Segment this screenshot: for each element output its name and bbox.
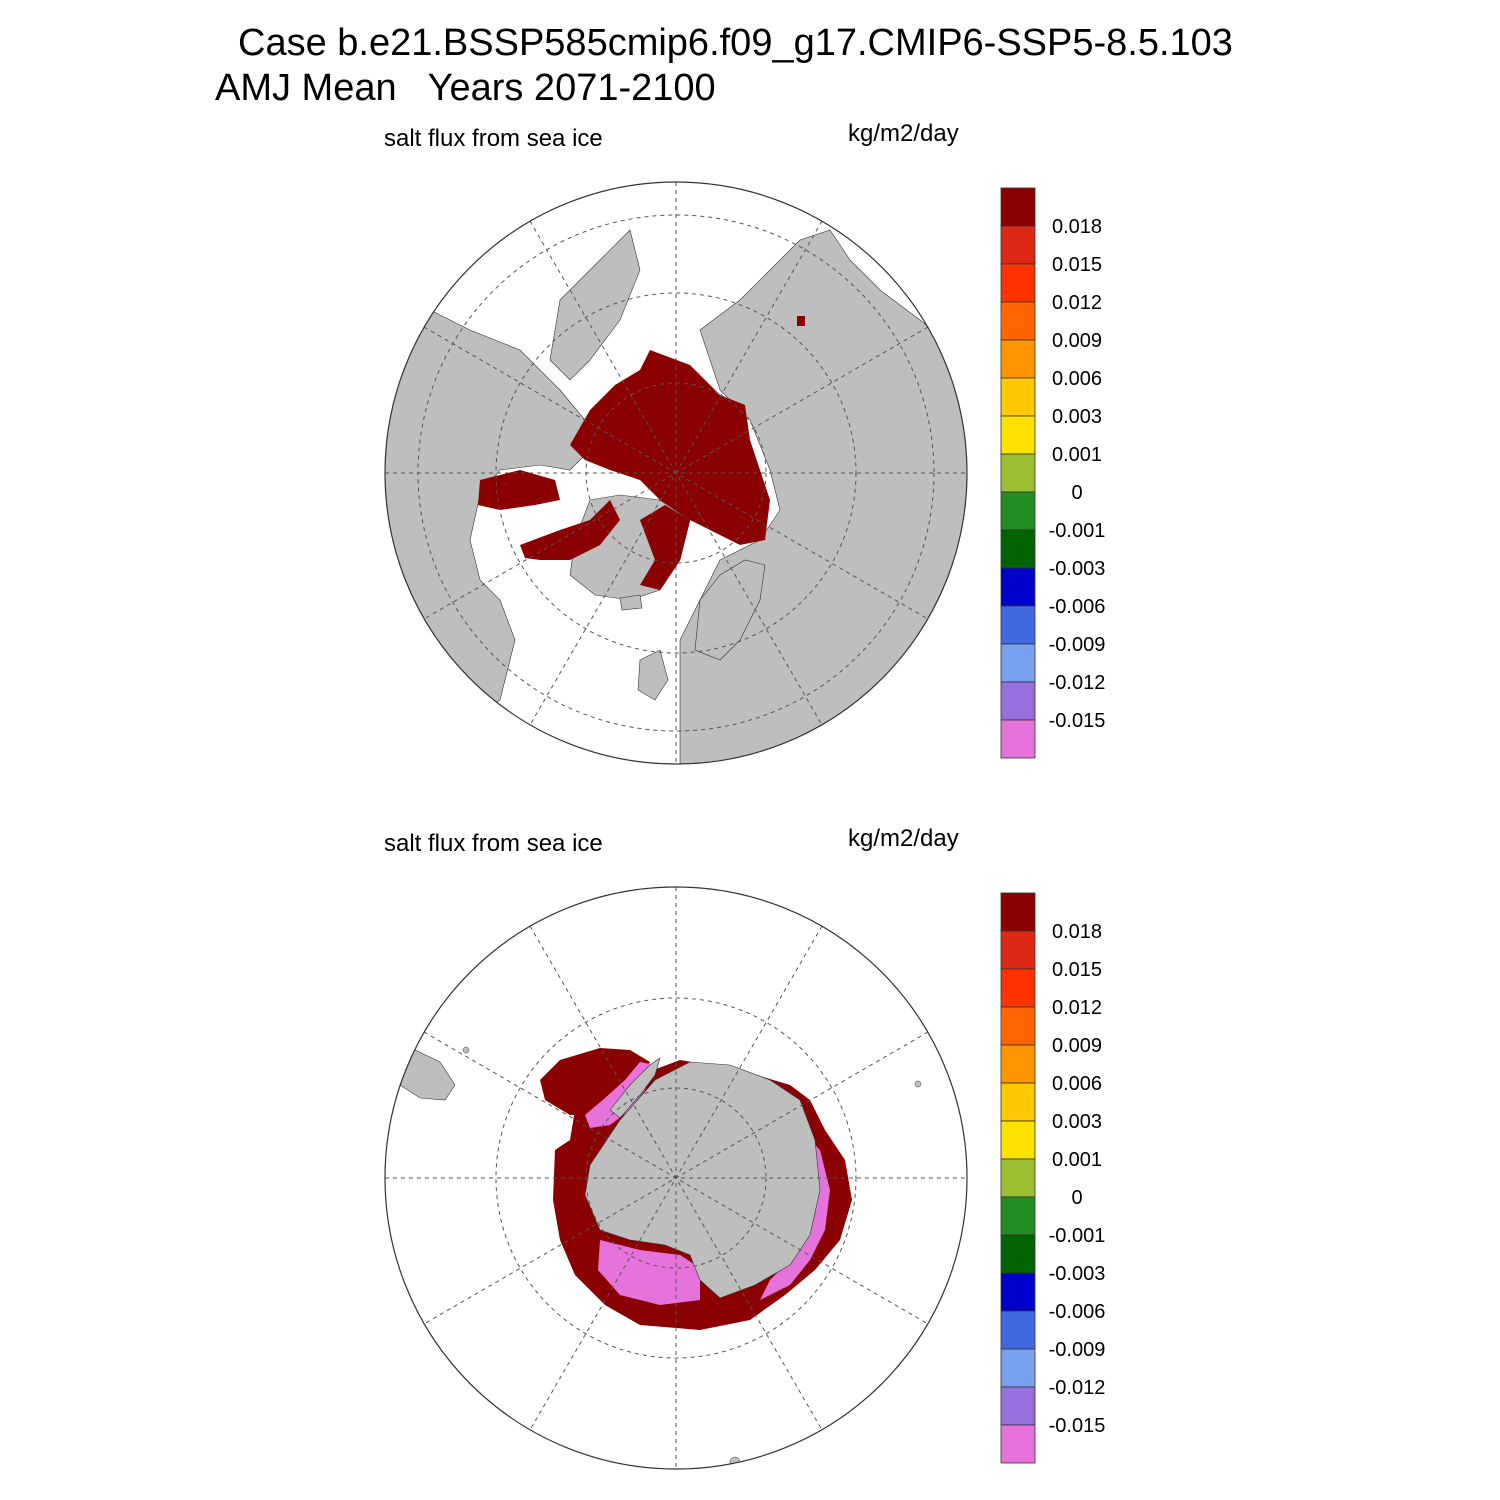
south-colorbar: 0.018 0.015 0.012 0.009 0.006 0.003 0.001 0 -0.0… (1000, 892, 1106, 1464)
north-polar-map (384, 181, 968, 765)
colorbar-swatch (1000, 187, 1036, 227)
colorbar-tick-label: 0 (1071, 482, 1082, 504)
north-units-label: kg/m2/day (848, 120, 959, 147)
north-graticule (385, 182, 967, 764)
colorbar-swatch (1000, 1386, 1036, 1426)
north-variable-label: salt flux from sea ice (384, 125, 603, 152)
colorbar-swatch (1000, 1348, 1036, 1388)
british-isles (637, 649, 669, 701)
antarctic-peninsula (609, 1057, 661, 1119)
colorbar-swatch (1000, 719, 1036, 759)
colorbar-tick-label: -0.003 (1049, 558, 1106, 580)
colorbar-tick-label: 0.015 (1052, 959, 1102, 981)
south-graticule (385, 887, 967, 1469)
colorbar-tick-label: -0.012 (1049, 672, 1106, 694)
colorbar-swatch (1000, 1196, 1036, 1236)
colorbar-swatch (1000, 968, 1036, 1008)
colorbar-tick-label: 0.006 (1052, 1073, 1102, 1095)
labrador-sea-ice (520, 500, 620, 560)
colorbar-swatch (1000, 605, 1036, 645)
colorbar-swatch (1000, 1158, 1036, 1198)
colorbar-swatch (1000, 643, 1036, 683)
colorbar-tick-label: 0.001 (1052, 444, 1102, 466)
colorbar-swatch (1000, 1272, 1036, 1312)
okhotsk-ice-spot (797, 316, 805, 326)
colorbar-tick-label: -0.015 (1049, 1415, 1106, 1437)
colorbar-tick-label: 0.006 (1052, 368, 1102, 390)
colorbar-tick-label: 0.012 (1052, 292, 1102, 314)
subtitle-period: AMJ Mean Years 2071-2100 (215, 67, 716, 109)
colorbar-tick-label: 0.018 (1052, 921, 1102, 943)
colorbar-tick-label: -0.009 (1049, 634, 1106, 656)
colorbar-tick-label: -0.001 (1049, 520, 1106, 542)
ross-sea-negative-flux (598, 1240, 700, 1305)
south-polar-map (384, 886, 968, 1470)
colorbar-swatch (1000, 567, 1036, 607)
colorbar-swatch (1000, 1120, 1036, 1160)
colorbar-swatch (1000, 1424, 1036, 1464)
colorbar-tick-label: 0.001 (1052, 1149, 1102, 1171)
antarctica-landmass (584, 1061, 821, 1299)
colorbar-swatch (1000, 491, 1036, 531)
colorbar-swatch (1000, 301, 1036, 341)
colorbar-swatch (1000, 1310, 1036, 1350)
iceland (619, 594, 643, 611)
colorbar-swatch (1000, 1006, 1036, 1046)
north-colorbar: 0.018 0.015 0.012 0.009 0.006 0.003 0.001 0 -0.0… (1000, 187, 1106, 759)
colorbar-tick-label: 0.009 (1052, 330, 1102, 352)
colorbar-tick-label: -0.009 (1049, 1339, 1106, 1361)
weddell-sea-ice (540, 1048, 650, 1115)
colorbar-swatch (1000, 930, 1036, 970)
sub-antarctic-island (462, 1046, 470, 1054)
south-units-label: kg/m2/day (848, 825, 959, 852)
colorbar-swatch (1000, 225, 1036, 265)
colorbar-tick-label: 0.009 (1052, 1035, 1102, 1057)
colorbar-swatch (1000, 1234, 1036, 1274)
colorbar-swatch (1000, 892, 1036, 932)
colorbar-tick-label: 0.003 (1052, 1111, 1102, 1133)
colorbar-tick-label: 0.018 (1052, 216, 1102, 238)
arctic-sea-ice (570, 350, 770, 545)
colorbar-swatch (1000, 377, 1036, 417)
colorbar-tick-label: -0.006 (1049, 596, 1106, 618)
colorbar-tick-label: 0.012 (1052, 997, 1102, 1019)
colorbar-tick-label: 0.015 (1052, 254, 1102, 276)
main-title: Case b.e21.BSSP585cmip6.f09_g17.CMIP6-SS… (238, 22, 1233, 64)
colorbar-swatch (1000, 681, 1036, 721)
greenland-east-ice (640, 505, 690, 590)
kerguelen-island (914, 1080, 922, 1088)
colorbar-tick-label: -0.006 (1049, 1301, 1106, 1323)
colorbar-swatch (1000, 415, 1036, 455)
colorbar-swatch (1000, 339, 1036, 379)
colorbar-tick-label: 0 (1071, 1187, 1082, 1209)
colorbar-swatch (1000, 529, 1036, 569)
colorbar-tick-label: -0.012 (1049, 1377, 1106, 1399)
scandinavia-landmass (694, 559, 766, 661)
colorbar-tick-label: -0.015 (1049, 710, 1106, 732)
south-america-tip (394, 1049, 456, 1101)
alaska-landmass (549, 229, 641, 381)
colorbar-swatch (1000, 1044, 1036, 1084)
colorbar-tick-label: -0.001 (1049, 1225, 1106, 1247)
colorbar-swatch (1000, 453, 1036, 493)
colorbar-tick-label: -0.003 (1049, 1263, 1106, 1285)
colorbar-swatch (1000, 263, 1036, 303)
colorbar-swatch (1000, 1082, 1036, 1122)
colorbar-tick-label: 0.003 (1052, 406, 1102, 428)
south-variable-label: salt flux from sea ice (384, 830, 603, 857)
